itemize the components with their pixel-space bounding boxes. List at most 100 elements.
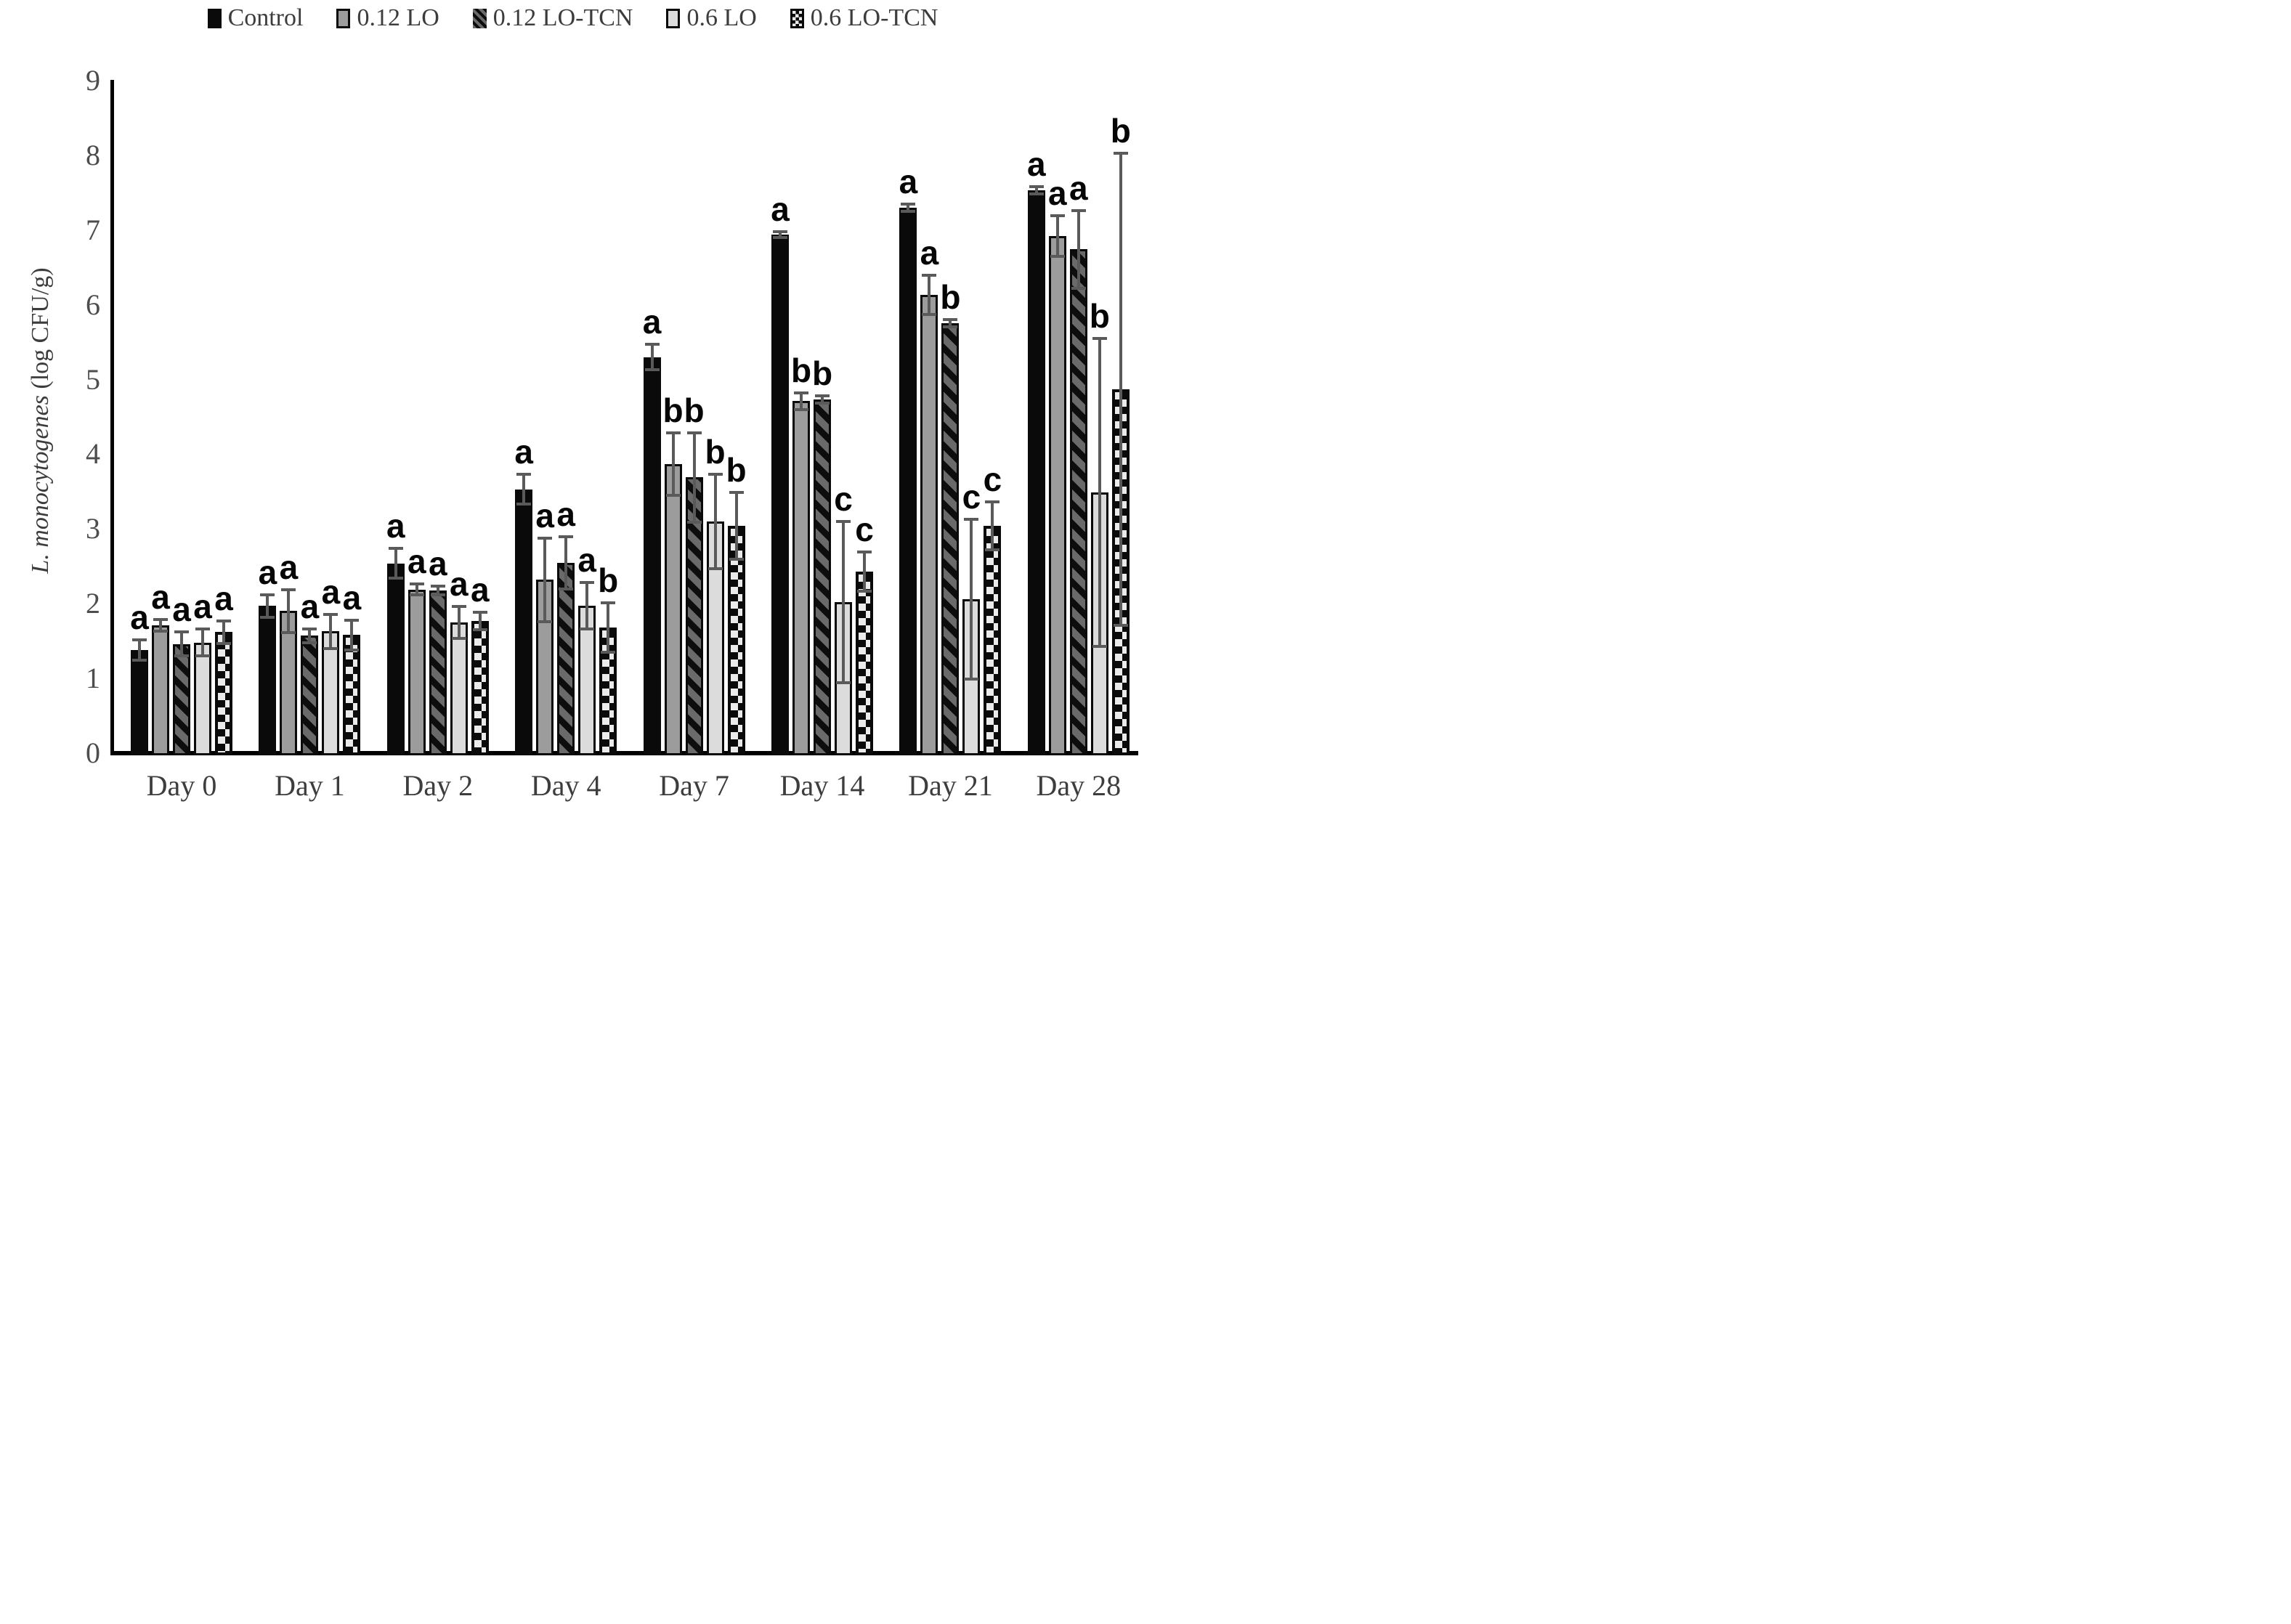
error-bar [607,603,610,653]
bar-0-6-lo-day-4 [578,606,596,755]
legend-label: 0.6 LO-TCN [810,4,938,31]
significance-letter: a [920,234,939,272]
significance-letter: b [662,391,684,429]
legend-label: 0.12 LO [357,4,439,31]
error-bar-cap-bottom [1050,254,1065,258]
error-bar-cap-top [153,617,168,621]
bar-0-12-lo-day-7 [664,463,682,755]
x-category-label: Day 2 [402,769,474,802]
significance-letter: a [172,590,191,629]
error-bar-cap-top [686,431,702,434]
y-axis-title-species: L. monocytogenes [27,395,54,574]
bar-0-6-lo-tcn-day-2 [471,620,489,755]
error-bar [863,552,866,591]
bar-0-12-lo-tcn-day-1 [301,636,319,755]
y-axis-title-units: (log CFU/g) [27,267,54,396]
significance-letter: a [1069,169,1088,207]
error-bar-cap-bottom [281,631,296,635]
error-bar-cap-bottom [665,493,681,497]
error-bar-cap-bottom [601,651,616,654]
error-bar-cap-top [281,588,296,591]
legend-label: 0.12 LO-TCN [492,4,633,31]
y-tick-label-6: 6 [86,288,100,321]
error-bar [585,582,589,630]
error-bar-cap-bottom [516,503,532,506]
error-bar [692,432,696,523]
error-bar-cap-bottom [132,659,147,662]
error-bar-cap-top [901,202,916,206]
y-tick-label-9: 9 [86,63,100,97]
bar-0-12-lo-tcn-day-21 [941,323,960,755]
error-bar-cap-bottom [472,628,487,632]
significance-letter: a [577,541,596,580]
error-bar-cap-top [1071,208,1086,212]
error-bar-cap-bottom [857,589,872,593]
error-bar [564,536,568,589]
error-bar-cap-top [132,638,147,641]
legend-item-control: Control [207,6,303,31]
legend-swatch-icon [472,8,487,28]
error-bar-cap-bottom [644,368,660,372]
error-bar [159,619,162,632]
bar-control-day-28 [1027,190,1045,755]
error-bar-cap-top [985,500,1000,504]
error-bar-cap-top [451,605,466,609]
legend-label: 0.6 LO [686,4,757,31]
error-bar [308,629,312,643]
error-bar-cap-top [472,610,487,614]
error-bar [329,614,333,649]
error-bar [779,231,782,237]
error-bar-cap-bottom [409,593,424,596]
error-bar [1034,187,1038,195]
error-bar-cap-top [964,517,979,521]
significance-letter: a [193,588,212,626]
error-bar-cap-top [1029,185,1044,189]
significance-letter: b [1110,111,1131,150]
error-bar-cap-top [195,628,210,631]
y-tick-label-5: 5 [86,362,100,396]
error-bar-cap-bottom [153,630,168,633]
x-category-label: Day 21 [908,769,993,802]
error-bar [201,629,204,657]
bar-control-day-4 [515,489,533,755]
error-bar [907,203,910,211]
significance-letter: b [598,561,619,600]
y-tick-label-3: 3 [86,512,100,545]
significance-letter: a [556,495,575,533]
error-bar-cap-top [430,584,445,588]
error-bar-cap-top [815,394,830,398]
bar-0-12-lo-day-28 [1048,235,1066,755]
significance-letter: a [1048,174,1067,213]
significance-letter: a [130,598,149,636]
significance-letter: a [450,565,469,604]
error-bar [436,585,439,595]
error-bar [928,275,931,314]
error-bar [415,584,418,595]
significance-letter: a [1027,145,1046,184]
error-bar-cap-top [601,601,616,605]
error-bar [970,519,973,680]
error-bar-cap-top [836,520,851,523]
error-bar-cap-bottom [216,641,231,645]
error-bar-cap-bottom [538,620,553,623]
error-bar [180,632,183,657]
error-bar-cap-top [302,628,317,631]
bar-0-12-lo-tcn-day-28 [1069,249,1087,755]
bar-0-12-lo-day-2 [407,589,426,755]
legend-item-0-6-lo: 0.6 LO [666,4,757,31]
error-bar-cap-top [943,318,958,322]
error-bar-cap-bottom [580,628,595,631]
bar-0-6-lo-tcn-day-0 [215,632,232,755]
x-category-label: Day 1 [275,769,345,802]
significance-letter: c [983,460,1002,499]
error-bar-cap-bottom [451,636,466,640]
significance-letter: b [726,450,747,489]
error-bar [138,639,141,661]
y-axis-title: L. monocytogenes (log CFU/g) [27,217,54,624]
error-bar-cap-bottom [707,567,723,570]
chart-legend: Control 0.12 LO 0.12 LO-TCN 0.6 LO 0.6 LO-TC… [0,6,1146,31]
error-bar-cap-top [559,535,574,538]
error-bar-cap-bottom [430,593,445,596]
error-bar-cap-bottom [922,312,937,316]
error-bar-cap-bottom [794,407,808,411]
